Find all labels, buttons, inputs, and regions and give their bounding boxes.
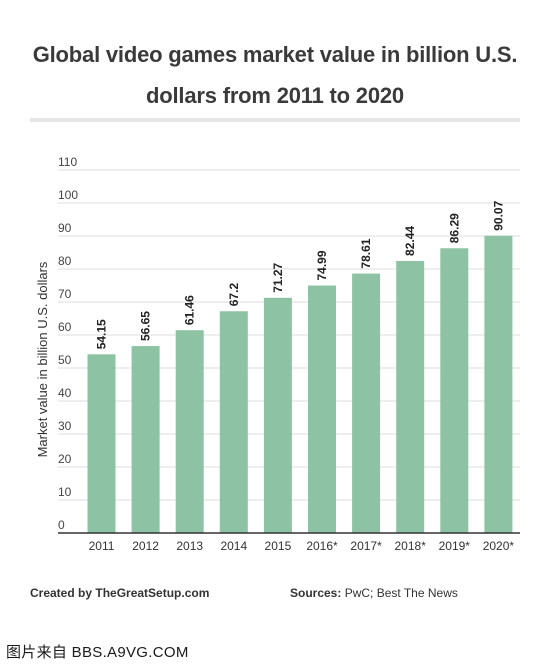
y-tick-label: 20 (58, 452, 72, 466)
watermark: 图片来自 BBS.A9VG.COM (6, 644, 189, 661)
data-label: 74.99 (315, 250, 329, 280)
y-axis-label: Market value in billion U.S. dollars (35, 261, 50, 457)
data-label: 54.15 (95, 319, 109, 349)
y-tick-label: 70 (58, 287, 72, 301)
bar (308, 285, 336, 533)
x-tick-label: 2020* (483, 539, 515, 553)
bar (352, 273, 381, 533)
data-label: 82.44 (403, 226, 417, 256)
bar (175, 330, 204, 533)
bar (131, 346, 160, 533)
y-tick-label: 110 (58, 155, 77, 169)
x-tick-label: 2017* (350, 539, 382, 553)
data-label: 67.2 (227, 283, 241, 307)
bar (396, 260, 425, 533)
created-by: Created by TheGreatSetup.com (30, 586, 209, 600)
x-tick-label: 2019* (439, 539, 471, 553)
bar (440, 248, 469, 534)
sources-label: Sources: (290, 586, 342, 600)
chart-title: Global video games market value in billi… (30, 34, 520, 116)
y-tick-label: 80 (58, 254, 72, 268)
created-by-value: TheGreatSetup.com (95, 586, 210, 600)
y-tick-label: 10 (58, 485, 72, 499)
sources-value: PwC; Best The News (344, 586, 458, 600)
x-tick-label: 2013 (176, 539, 203, 553)
data-label: 56.65 (139, 311, 153, 341)
y-tick-label: 0 (58, 518, 65, 532)
chart-title-line-1: Global video games market value in billi… (32, 42, 518, 67)
x-tick-label: 2015 (265, 539, 292, 553)
x-tick-label: 2014 (220, 539, 247, 553)
x-tick-label: 2016* (306, 539, 338, 553)
bar (263, 297, 292, 533)
x-tick-label: 2012 (132, 539, 159, 553)
data-label: 78.61 (359, 238, 373, 268)
y-tick-label: 40 (58, 386, 72, 400)
bar (87, 354, 116, 533)
sources: Sources: PwC; Best The News (290, 586, 458, 600)
created-by-label: Created by (30, 586, 93, 600)
data-label: 61.46 (183, 295, 197, 325)
x-tick-label: 2018* (395, 539, 427, 553)
data-label: 86.29 (447, 213, 461, 243)
data-label: 90.07 (491, 200, 505, 230)
x-tick-label: 2011 (89, 539, 115, 553)
chart-title-line-2: dollars from 2011 to 2020 (146, 83, 404, 108)
data-label: 71.27 (271, 262, 285, 292)
y-tick-label: 100 (58, 188, 78, 202)
bar (484, 235, 513, 534)
title-divider (30, 118, 520, 122)
y-tick-label: 60 (58, 320, 72, 334)
y-tick-label: 50 (58, 353, 72, 367)
bar (219, 311, 248, 533)
y-tick-label: 90 (58, 221, 72, 235)
y-tick-label: 30 (58, 419, 72, 433)
